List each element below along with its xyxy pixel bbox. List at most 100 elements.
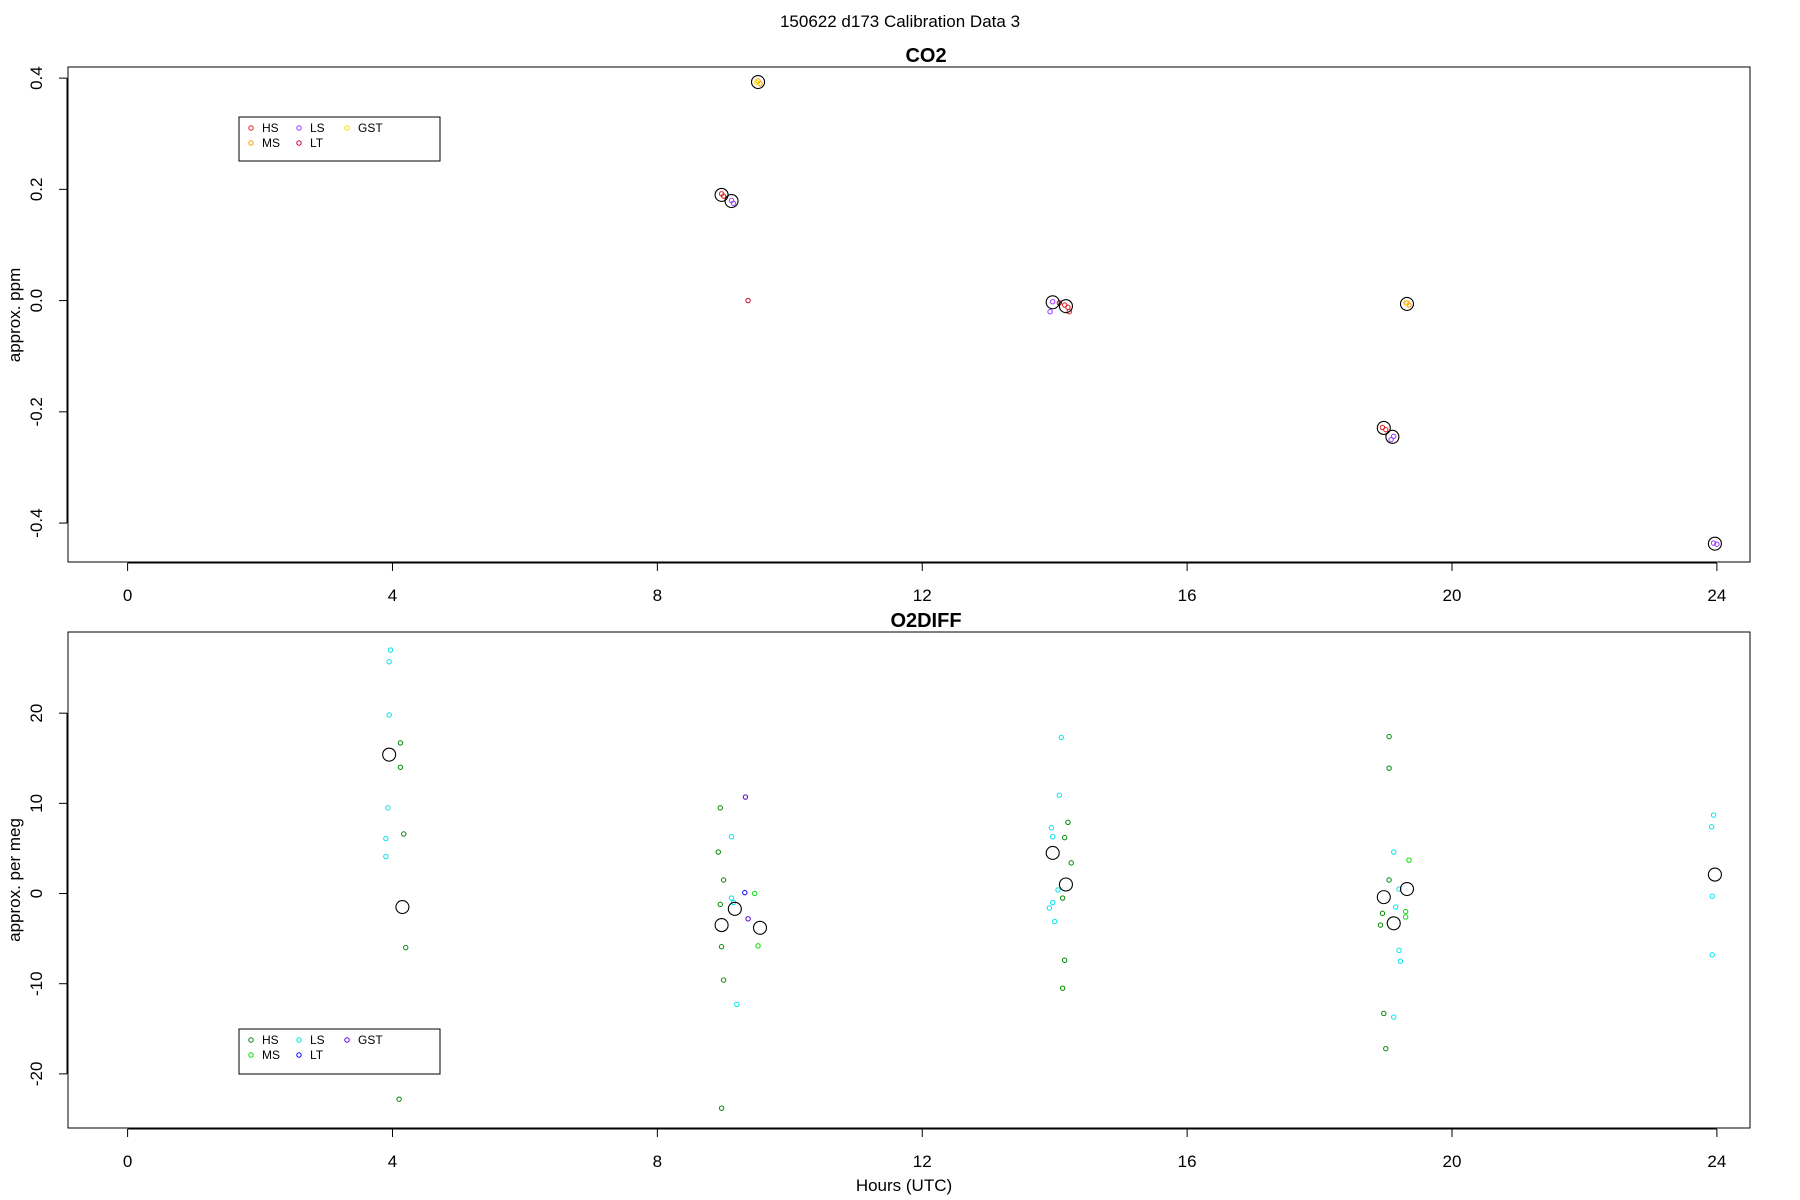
co2-panel: CO2 approx. ppm 0 4 8 12 16 20 24 -0.4 -0.2 0.0 0.…	[5, 45, 1751, 605]
data-point-ls	[1397, 958, 1404, 964]
co2-axes: 0 4 8 12 16 20 24 -0.4 -0.2 0.0 0.2 0.4	[27, 66, 1726, 605]
mean-marker	[752, 920, 768, 935]
co2-ylabel: approx. ppm	[5, 268, 24, 363]
y-tick-label: -10	[27, 971, 46, 996]
o2diff-xlabel: Hours (UTC)	[856, 1176, 952, 1195]
data-point-hs	[1065, 304, 1071, 310]
data-point-ls	[1391, 849, 1397, 855]
data-point-ms	[752, 890, 758, 897]
data-point-ls	[1710, 812, 1717, 818]
legend-marker-ls	[296, 1037, 302, 1043]
data-point-ms	[755, 943, 761, 949]
data-point-ls	[1051, 918, 1058, 925]
data-point-gst	[742, 794, 749, 800]
data-point-hs	[1059, 895, 1066, 901]
data-point-ls	[386, 659, 392, 665]
mean-marker	[382, 747, 397, 762]
x-tick-label: 0	[123, 586, 132, 605]
data-point-ms	[757, 80, 763, 87]
data-point-hs	[715, 849, 721, 855]
data-point-hs	[396, 1096, 402, 1102]
x-tick-label: 24	[1707, 586, 1726, 605]
data-point-hs	[1061, 957, 1068, 963]
legend-marker-ls	[296, 125, 302, 131]
data-point-ls	[1393, 904, 1399, 910]
mean-marker	[1707, 536, 1722, 551]
legend-marker-gst	[344, 125, 350, 131]
legend-label-ls: LS	[310, 1033, 325, 1047]
data-point-hs	[1386, 733, 1392, 740]
data-point-lt	[745, 297, 751, 304]
co2-marks	[714, 74, 1722, 551]
data-point-ls	[1709, 893, 1715, 899]
data-point-gst	[745, 916, 751, 922]
mean-marker	[1376, 890, 1391, 905]
o2diff-axes: 0 4 8 12 16 20 24 -20 -10 0 10 20	[27, 704, 1726, 1171]
data-point-hs	[397, 740, 404, 746]
x-tick-label: 16	[1178, 1152, 1197, 1171]
data-point-hs	[1059, 985, 1066, 991]
x-tick-label: 20	[1443, 1152, 1462, 1171]
mean-marker	[1386, 916, 1401, 931]
mean-marker	[750, 74, 766, 90]
data-point-ms	[1406, 857, 1412, 863]
data-point-ls	[1049, 899, 1056, 906]
legend-marker-hs	[248, 1037, 254, 1043]
x-tick-label: 4	[388, 586, 397, 605]
legend-label-hs: HS	[262, 1033, 279, 1047]
mean-marker	[1707, 867, 1722, 882]
data-point-hs	[1383, 1045, 1389, 1052]
o2diff-legend-box	[238, 1028, 441, 1075]
mean-marker	[395, 900, 410, 915]
data-point-ls	[1046, 905, 1053, 911]
mean-marker	[1376, 420, 1391, 436]
data-point-ls	[1055, 887, 1061, 893]
o2diff-marks	[382, 647, 1722, 1111]
data-point-gst	[1402, 300, 1409, 306]
data-point-ls	[1396, 947, 1402, 954]
legend-label-lt: LT	[310, 136, 324, 150]
data-point-ms	[1402, 908, 1409, 915]
data-point-ls	[1391, 433, 1397, 440]
data-point-ms	[1402, 914, 1409, 920]
data-point-hs	[1065, 819, 1071, 825]
x-tick-label: 8	[653, 586, 662, 605]
figure-title: 150622 d173 Calibration Data 3	[780, 12, 1020, 31]
data-point-ls	[1049, 834, 1056, 840]
data-point-ls	[728, 895, 735, 901]
co2-legend-box	[238, 116, 441, 162]
mean-marker	[1045, 295, 1060, 310]
y-tick-label: 0.4	[27, 66, 46, 90]
x-tick-label: 16	[1178, 586, 1197, 605]
o2diff-plot-frame	[67, 631, 1751, 1129]
o2diff-title: O2DIFF	[890, 610, 961, 632]
data-point-ls	[1391, 1014, 1397, 1020]
x-tick-label: 4	[388, 1152, 397, 1171]
x-tick-label: 8	[653, 1152, 662, 1171]
data-point-hs	[1383, 426, 1389, 433]
co2-plot-frame	[67, 66, 1751, 563]
data-point-hs	[718, 944, 725, 950]
data-point-ls	[1709, 952, 1715, 958]
data-point-ls	[1058, 734, 1065, 741]
data-point-ls	[1049, 299, 1056, 305]
legend-label-hs: HS	[262, 121, 279, 135]
y-tick-label: 0	[27, 889, 46, 898]
data-point-ls	[386, 712, 392, 718]
data-point-hs	[1386, 877, 1392, 883]
data-point-hs	[720, 193, 727, 199]
data-point-hs	[1377, 922, 1384, 928]
data-point-hs	[720, 877, 727, 883]
data-point-hs	[401, 831, 407, 837]
x-tick-label: 24	[1707, 1152, 1726, 1171]
y-tick-label: -0.2	[27, 397, 46, 426]
legend-marker-ms	[248, 140, 254, 146]
o2diff-panel: O2DIFF approx. per meg Hours (UTC) 0 4 8 12…	[5, 610, 1751, 1195]
data-point-hs	[1068, 860, 1074, 866]
data-point-ls	[1396, 886, 1402, 892]
data-point-ls	[383, 835, 389, 842]
x-tick-label: 0	[123, 1152, 132, 1171]
data-point-hs	[717, 805, 723, 811]
